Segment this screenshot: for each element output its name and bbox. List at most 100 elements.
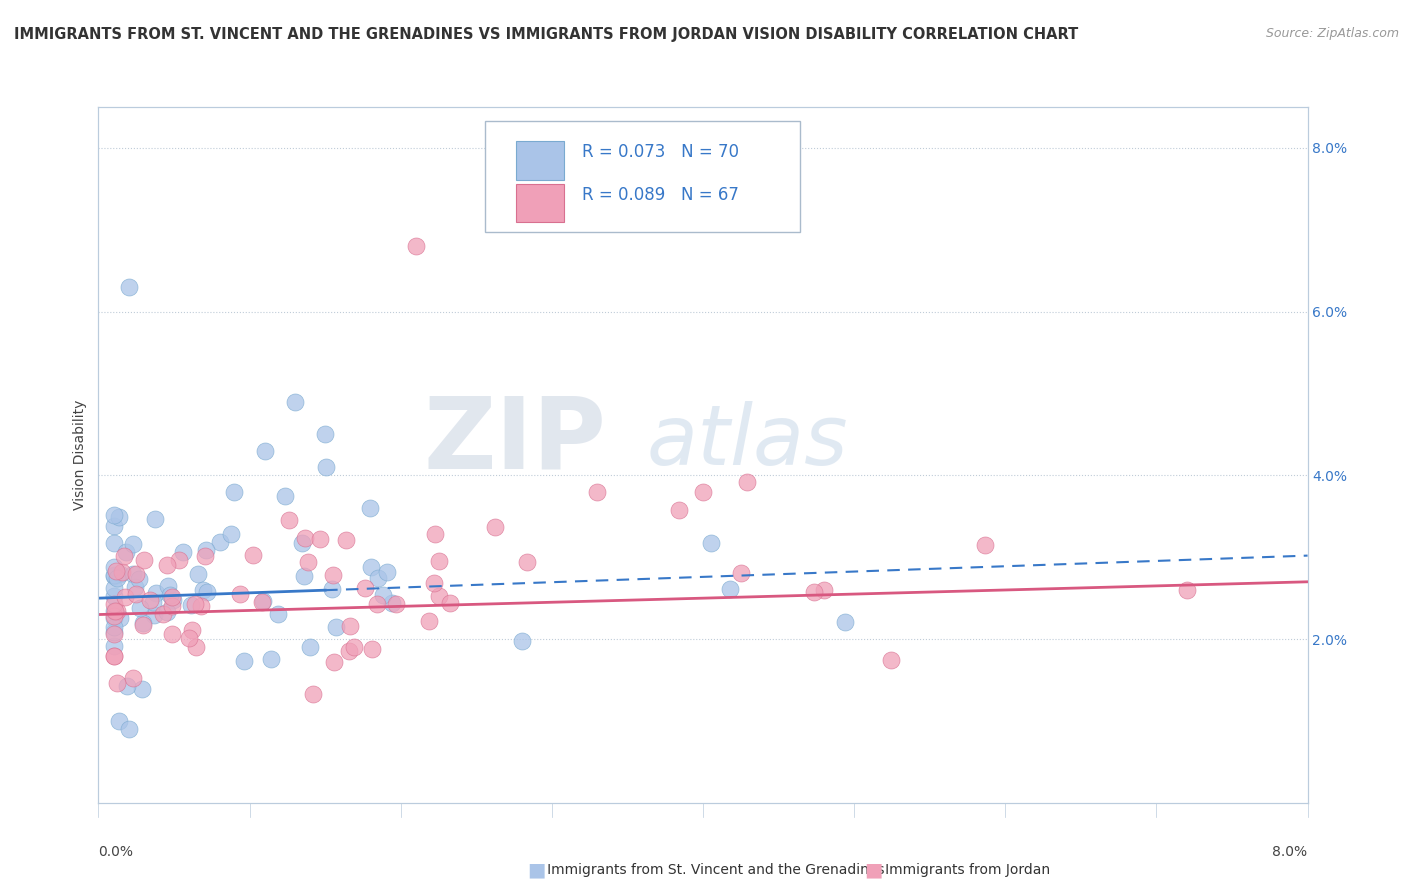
Point — [699, 536, 721, 550]
Point — [103, 598, 125, 612]
Point — [132, 553, 155, 567]
Point — [187, 567, 209, 582]
FancyBboxPatch shape — [516, 141, 564, 179]
Point — [343, 640, 366, 655]
Point — [132, 618, 155, 632]
Y-axis label: Vision Disability: Vision Disability — [73, 400, 87, 510]
Point — [103, 508, 125, 523]
Text: R = 0.089   N = 67: R = 0.089 N = 67 — [582, 186, 740, 203]
Point — [124, 581, 146, 595]
Point — [418, 614, 440, 628]
Point — [194, 549, 217, 564]
Text: ZIP: ZIP — [423, 392, 606, 490]
FancyBboxPatch shape — [516, 184, 564, 222]
Point — [291, 536, 314, 550]
Point — [219, 526, 242, 541]
Point — [208, 535, 231, 549]
Point — [110, 567, 132, 582]
Point — [224, 484, 246, 499]
Point — [105, 604, 128, 618]
Point — [105, 675, 128, 690]
Point — [277, 513, 299, 527]
Point — [157, 579, 180, 593]
Point — [315, 459, 337, 474]
Point — [110, 611, 132, 625]
Point — [813, 582, 835, 597]
Point — [132, 616, 155, 631]
Point — [103, 518, 125, 533]
Point — [114, 591, 136, 605]
Point — [337, 644, 360, 658]
Point — [366, 597, 388, 611]
Point — [292, 568, 315, 582]
Point — [125, 587, 148, 601]
Text: 0.0%: 0.0% — [98, 845, 134, 858]
Point — [143, 512, 166, 526]
Point — [160, 599, 183, 613]
Point — [429, 589, 451, 603]
Point — [115, 544, 138, 558]
Point — [103, 589, 125, 603]
Point — [181, 623, 204, 637]
Point — [309, 532, 332, 546]
Point — [184, 597, 207, 611]
Point — [108, 714, 131, 728]
Point — [103, 604, 125, 618]
Point — [367, 571, 389, 585]
Point — [190, 599, 212, 613]
Point — [1175, 582, 1198, 597]
Point — [128, 600, 150, 615]
Point — [692, 484, 714, 499]
Point — [104, 604, 127, 618]
Point — [427, 554, 450, 568]
Point — [294, 531, 316, 545]
Point — [103, 649, 125, 664]
Point — [139, 593, 162, 607]
Point — [108, 509, 131, 524]
Point — [195, 543, 218, 558]
Point — [297, 555, 319, 569]
Point — [377, 565, 399, 579]
Point — [172, 545, 194, 559]
Point — [360, 642, 382, 657]
Point — [103, 640, 125, 654]
Point — [668, 503, 690, 517]
Point — [111, 566, 134, 580]
Point — [232, 655, 254, 669]
Point — [299, 640, 322, 654]
Point — [142, 595, 165, 609]
Point — [103, 560, 125, 574]
Point — [439, 596, 461, 610]
Point — [131, 682, 153, 697]
Point — [284, 394, 307, 409]
Point — [322, 567, 344, 582]
Point — [321, 582, 343, 597]
Point — [156, 605, 179, 619]
FancyBboxPatch shape — [485, 121, 800, 232]
Point — [586, 484, 609, 499]
Point — [730, 566, 752, 580]
Point — [156, 558, 179, 573]
Point — [143, 607, 166, 622]
Point — [242, 548, 264, 562]
Point — [103, 620, 125, 634]
Point — [360, 501, 382, 516]
Point — [259, 651, 281, 665]
Text: ■: ■ — [865, 860, 883, 880]
Point — [314, 427, 336, 442]
Point — [381, 596, 404, 610]
Text: R = 0.073   N = 70: R = 0.073 N = 70 — [582, 143, 740, 161]
Point — [339, 619, 361, 633]
Point — [250, 595, 273, 609]
Point — [267, 607, 290, 621]
Point — [735, 475, 758, 490]
Point — [128, 572, 150, 586]
Point — [335, 533, 357, 548]
Point — [484, 520, 506, 534]
Point — [122, 537, 145, 551]
Text: 8.0%: 8.0% — [1272, 845, 1308, 858]
Point — [112, 549, 135, 564]
Text: ■: ■ — [527, 860, 546, 880]
Point — [103, 648, 125, 663]
Point — [103, 624, 125, 639]
